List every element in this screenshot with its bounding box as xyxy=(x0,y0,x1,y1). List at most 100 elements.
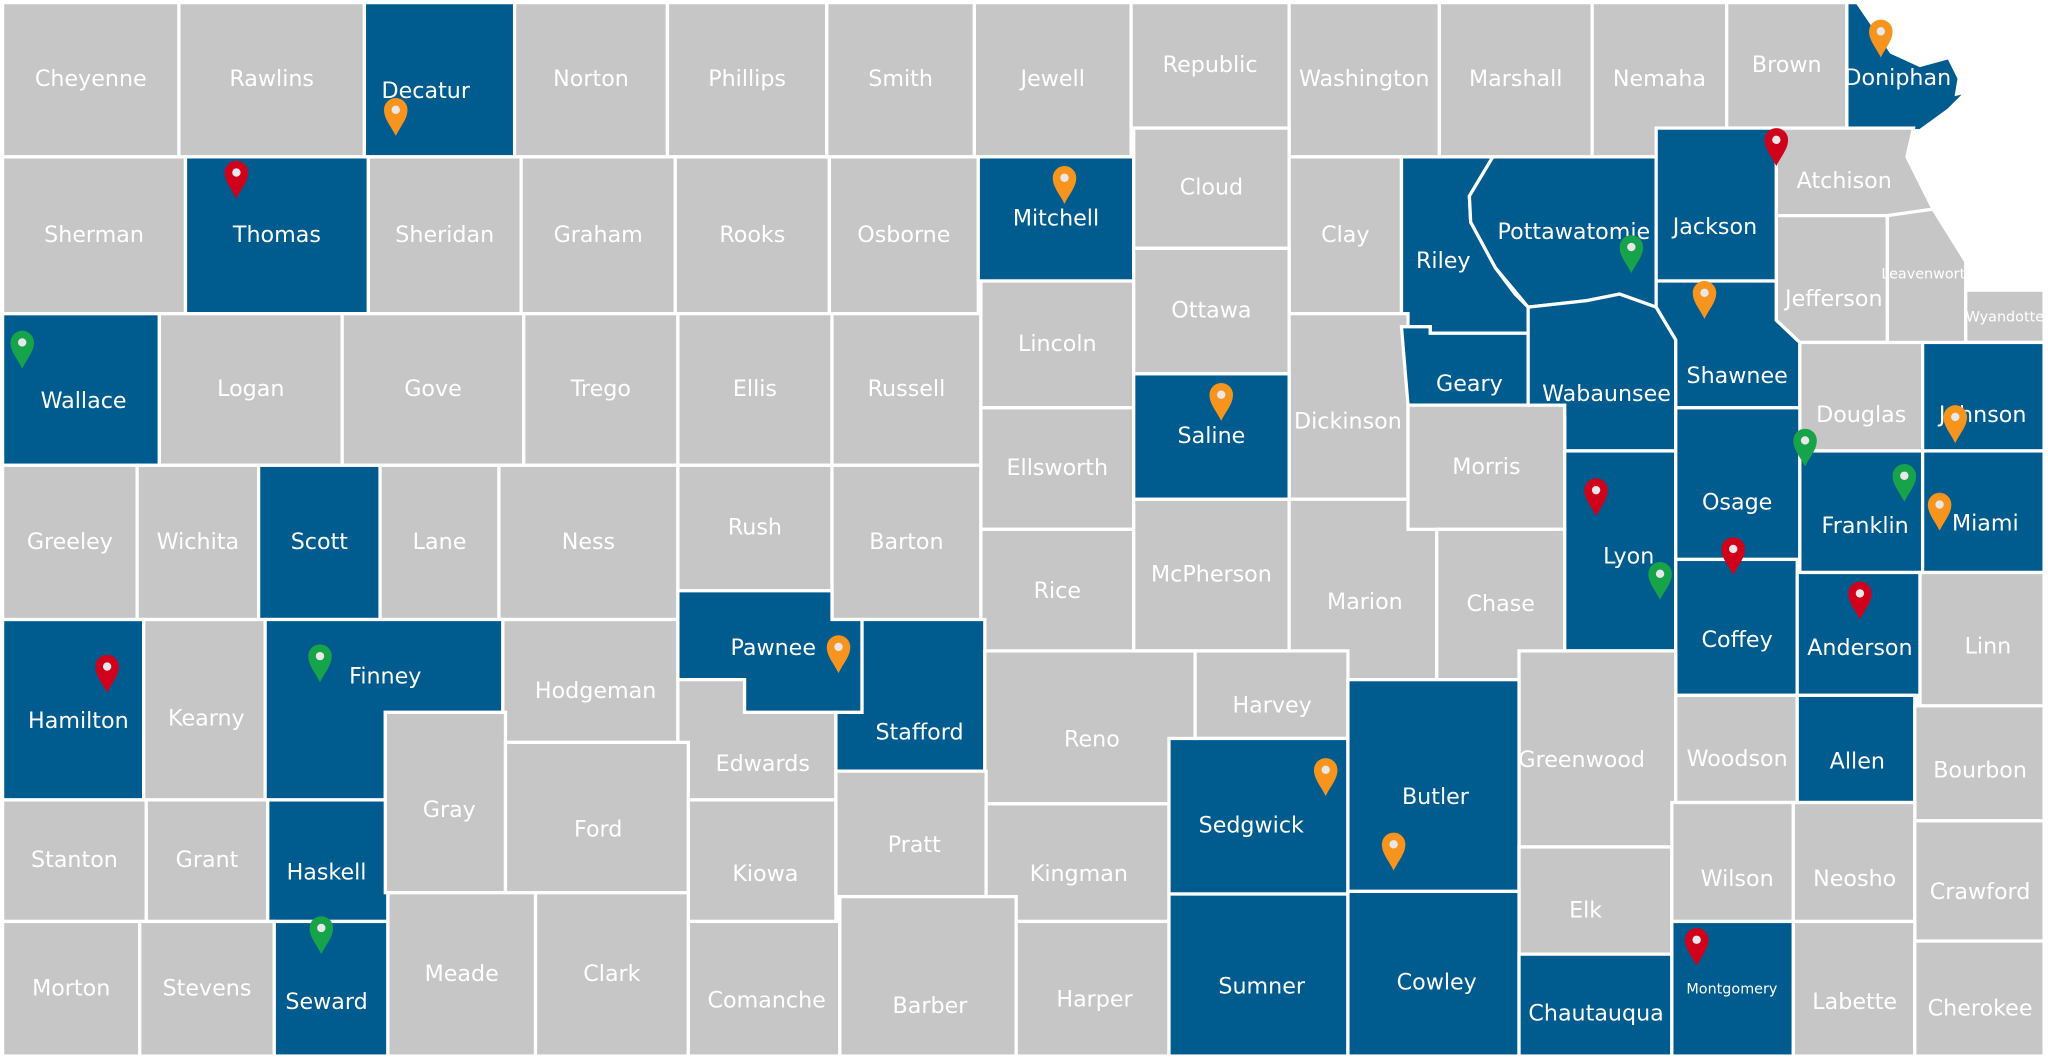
county-meade[interactable] xyxy=(386,891,538,1058)
map-pin-icon[interactable] xyxy=(1892,463,1917,502)
map-pin-icon[interactable] xyxy=(1793,428,1817,467)
county-smith[interactable] xyxy=(825,0,976,159)
county-rawlins[interactable] xyxy=(177,0,367,159)
county-sherman[interactable] xyxy=(0,155,188,316)
county-johnson[interactable] xyxy=(1920,340,2046,453)
county-clay[interactable] xyxy=(1287,155,1404,316)
county-pratt[interactable] xyxy=(834,769,988,899)
county-sumner[interactable] xyxy=(1167,892,1350,1058)
pin-green-franklin xyxy=(1892,463,1917,502)
map-pin-icon[interactable] xyxy=(309,916,334,955)
county-reno[interactable] xyxy=(983,649,1197,806)
county-ness[interactable] xyxy=(497,463,680,622)
county-stanton[interactable] xyxy=(0,798,148,924)
county-label-norton: Norton xyxy=(553,66,629,92)
county-morris[interactable] xyxy=(1406,403,1567,531)
map-pin-icon[interactable] xyxy=(1619,235,1644,274)
county-cherokee[interactable] xyxy=(1913,939,2046,1058)
county-woodson[interactable] xyxy=(1674,693,1799,805)
county-label-wichita: Wichita xyxy=(157,529,239,555)
county-osborne[interactable] xyxy=(827,155,980,316)
county-montgomery[interactable] xyxy=(1670,919,1795,1058)
county-wyandotte[interactable] xyxy=(1964,288,2046,345)
county-neosho[interactable] xyxy=(1791,800,1917,924)
map-pin-icon[interactable] xyxy=(1848,581,1872,620)
county-label-barton: Barton xyxy=(869,529,943,555)
map-pin-icon[interactable] xyxy=(1313,758,1338,796)
county-comanche[interactable] xyxy=(686,919,842,1058)
county-douglas[interactable] xyxy=(1798,340,1925,453)
county-decatur[interactable] xyxy=(362,0,517,159)
county-label-lyon: Lyon xyxy=(1603,543,1654,569)
map-pin-icon[interactable] xyxy=(1764,128,1789,166)
map-pin-icon[interactable] xyxy=(1692,281,1717,319)
county-cheyenne[interactable] xyxy=(0,0,181,159)
map-pin-icon[interactable] xyxy=(1584,478,1608,517)
map-pin-icon[interactable] xyxy=(95,654,119,693)
county-mitchell[interactable] xyxy=(976,155,1136,283)
map-pin-icon[interactable] xyxy=(826,635,851,674)
county-label-hamilton: Hamilton xyxy=(28,708,129,734)
county-jefferson[interactable] xyxy=(1774,214,1889,345)
county-ottawa[interactable] xyxy=(1132,246,1291,376)
county-label-crawford: Crawford xyxy=(1930,879,2031,905)
county-dickinson[interactable] xyxy=(1287,312,1410,501)
county-gove[interactable] xyxy=(340,312,526,467)
county-barber[interactable] xyxy=(838,894,1018,1058)
county-label-douglas: Douglas xyxy=(1816,402,1906,428)
map-pin-icon[interactable] xyxy=(1648,562,1672,600)
county-allen[interactable] xyxy=(1795,693,1917,805)
county-lyon[interactable] xyxy=(1563,449,1678,653)
county-hodgeman[interactable] xyxy=(501,617,680,745)
county-barton[interactable] xyxy=(830,463,983,622)
map-pin-icon[interactable] xyxy=(1052,165,1077,204)
county-republic[interactable] xyxy=(1129,0,1291,130)
county-butler[interactable] xyxy=(1346,678,1521,894)
county-graham[interactable] xyxy=(519,155,677,316)
county-label-leavenworth: Leavenworth xyxy=(1881,266,1974,282)
county-bourbon[interactable] xyxy=(1913,704,2046,823)
county-label-reno: Reno xyxy=(1064,726,1120,752)
county-crawford[interactable] xyxy=(1913,819,2046,943)
county-osage[interactable] xyxy=(1674,406,1802,562)
county-sheridan[interactable] xyxy=(366,155,523,316)
county-gray[interactable] xyxy=(383,710,508,895)
map-pin-icon[interactable] xyxy=(1869,19,1893,58)
map-pin-icon[interactable] xyxy=(1209,382,1233,421)
county-kearny[interactable] xyxy=(142,617,267,802)
county-thomas[interactable] xyxy=(183,155,370,316)
pin-dot xyxy=(391,105,400,114)
pin-green-finney xyxy=(308,644,332,683)
county-labette[interactable] xyxy=(1791,919,1917,1058)
pin-dot xyxy=(1591,485,1601,495)
map-pin-icon[interactable] xyxy=(384,98,408,136)
county-stevens[interactable] xyxy=(138,919,276,1058)
pin-dot xyxy=(232,168,241,177)
county-russell[interactable] xyxy=(830,312,983,467)
county-marshall[interactable] xyxy=(1437,0,1594,159)
map-pin-icon[interactable] xyxy=(1381,832,1406,871)
county-wichita[interactable] xyxy=(135,463,261,622)
county-logan[interactable] xyxy=(157,312,344,467)
county-cowley[interactable] xyxy=(1346,889,1521,1058)
county-ellis[interactable] xyxy=(676,312,834,467)
county-seward[interactable] xyxy=(272,919,390,1058)
map-pin-icon[interactable] xyxy=(308,644,332,683)
county-brown[interactable] xyxy=(1725,0,1849,130)
map-pin-icon[interactable] xyxy=(1721,537,1745,576)
county-label-comanche: Comanche xyxy=(708,988,826,1014)
map-pin-icon[interactable] xyxy=(1943,405,1968,444)
county-wilson[interactable] xyxy=(1670,800,1795,924)
county-hamilton[interactable] xyxy=(0,617,146,802)
map-pin-icon[interactable] xyxy=(224,160,249,199)
county-jackson[interactable] xyxy=(1654,126,1778,283)
county-label-atchison: Atchison xyxy=(1797,168,1892,194)
county-mcpherson[interactable] xyxy=(1132,497,1291,653)
county-rooks[interactable] xyxy=(673,155,832,316)
map-pin-icon[interactable] xyxy=(1927,492,1952,531)
county-lane[interactable] xyxy=(378,463,501,622)
county-scott[interactable] xyxy=(256,463,382,622)
county-lincoln[interactable] xyxy=(979,279,1136,410)
map-pin-icon[interactable] xyxy=(10,330,34,369)
map-pin-icon[interactable] xyxy=(1684,927,1709,966)
